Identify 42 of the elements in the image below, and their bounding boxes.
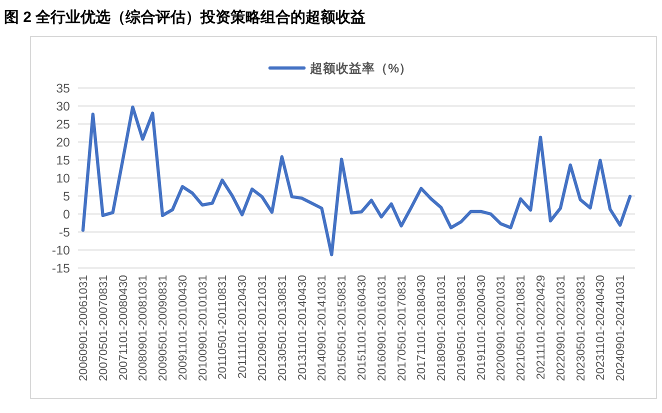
y-tick-label: 0 [63,208,70,222]
y-tick-label: 5 [63,190,70,204]
x-tick-label: 20090501-20090831 [158,275,170,382]
x-tick-label: 20150501-20150831 [336,275,349,382]
x-tick-label: 20140901-20141031 [316,275,329,382]
x-tick-label: 20120901-20121031 [257,275,270,382]
y-tick-label: -5 [58,226,70,240]
y-tick-label: -10 [52,244,70,258]
x-tick-label: 20080901-20081031 [138,275,150,382]
x-tick-label: 20190501-20190831 [456,275,468,382]
x-tick-label: 20110501-20110831 [217,275,230,380]
x-tick-label: 20171101-20180430 [416,275,428,380]
x-tick-label: 20060901-20061031 [78,275,90,382]
chart-title: 图 2 全行业优选（综合评估）投资策略组合的超额收益 [4,8,366,26]
x-tick-label: 20191101-20200430 [476,275,488,380]
y-tick-label: 30 [56,100,70,114]
y-tick-label: 35 [56,82,70,96]
x-tick-label: 20210501-20210831 [516,275,528,382]
x-tick-label: 20211101-20220429 [536,275,548,380]
x-tick-label: 20220901-20221031 [555,275,568,382]
x-tick-label: 20070501-20070831 [98,275,110,382]
x-tick-label: 20130501-20130831 [276,275,289,382]
x-tick-label: 20231101-20240430 [595,275,608,380]
x-tick-label: 20240901-20241031 [615,275,628,382]
x-tick-label: 20100901-20101031 [197,275,210,382]
x-tick-label: 20131101-20140430 [296,275,309,380]
x-tick-label: 20230501-20230831 [575,275,588,382]
line-series [81,105,632,256]
x-tick-label: 20151101-20160430 [356,275,368,380]
y-tick-label: 10 [56,172,70,186]
x-tick-label: 20170501-20170831 [396,275,408,382]
x-tick-label: 20200901-20201031 [496,275,508,382]
x-tick-label: 20160901-20161031 [376,275,388,382]
y-tick-label: 20 [56,136,70,150]
x-tick-label: 20071101-20080430 [118,275,130,380]
y-tick-label: -15 [52,262,70,276]
legend-label: 超额收益率（%） [309,60,412,76]
y-tick-label: 25 [56,118,70,132]
x-tick-label: 20180901-20181031 [436,275,448,382]
y-tick-label: 15 [56,154,70,168]
x-tick-label: 20091101-20100430 [177,275,190,380]
x-tick-label: 20111101-20120430 [237,275,250,379]
